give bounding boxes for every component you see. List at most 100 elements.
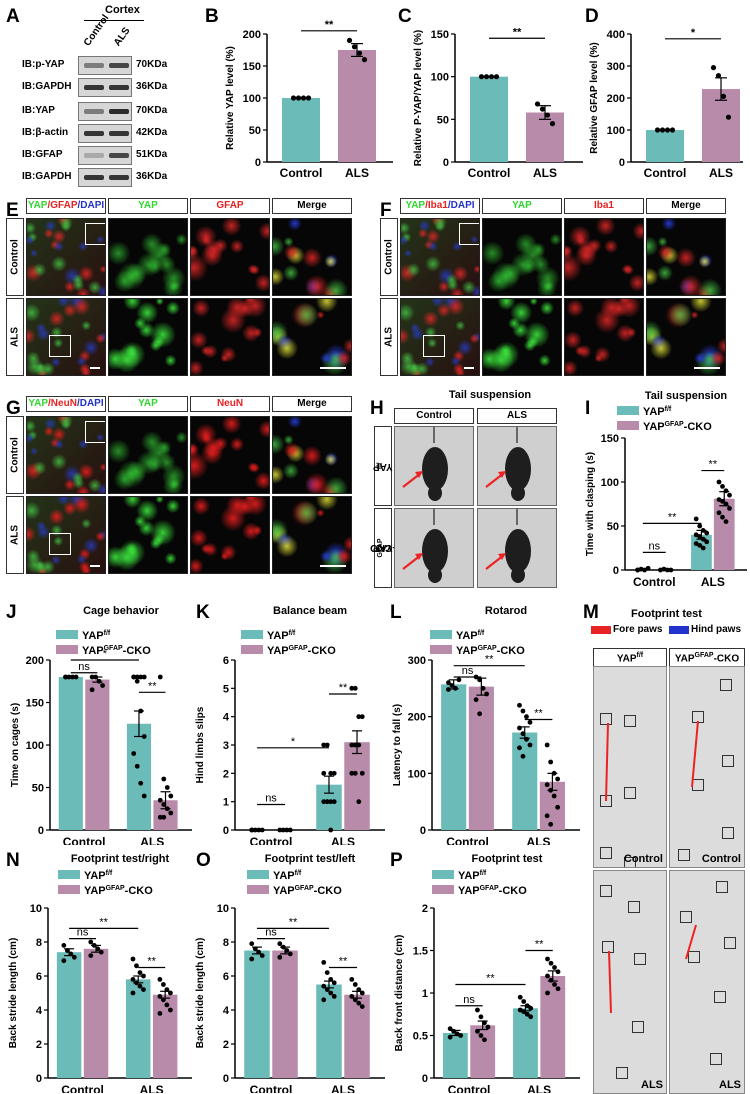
x-tick-label: Control bbox=[633, 575, 676, 589]
channel-image bbox=[108, 416, 188, 494]
data-point bbox=[352, 997, 358, 1003]
scale-bar bbox=[320, 367, 346, 369]
panel-letter-a: A bbox=[6, 6, 20, 27]
bar bbox=[316, 984, 342, 1078]
y-tick-label: 0 bbox=[38, 825, 44, 837]
data-point bbox=[477, 677, 483, 683]
data-point bbox=[524, 1011, 530, 1017]
y-tick-label: 50 bbox=[249, 125, 261, 137]
blot-band bbox=[84, 175, 104, 180]
data-point bbox=[141, 987, 146, 992]
data-point bbox=[359, 990, 365, 996]
y-tick-label: 100 bbox=[26, 740, 44, 752]
bar bbox=[540, 976, 566, 1078]
stride-line bbox=[605, 722, 609, 802]
data-point bbox=[473, 697, 479, 703]
y-tick-label: 150 bbox=[26, 698, 44, 710]
data-point bbox=[164, 785, 170, 790]
data-point bbox=[157, 1011, 163, 1016]
panel-letter-j: J bbox=[6, 602, 17, 623]
paw-print-box bbox=[600, 847, 612, 859]
data-point bbox=[545, 973, 550, 979]
channel-header: GFAP bbox=[190, 198, 270, 214]
data-point bbox=[280, 827, 286, 833]
y-tick-label: 50 bbox=[607, 521, 619, 533]
data-point bbox=[669, 127, 676, 133]
data-point bbox=[545, 990, 550, 996]
data-point bbox=[548, 960, 554, 966]
data-point bbox=[137, 983, 143, 989]
data-point bbox=[93, 674, 99, 680]
bar bbox=[338, 50, 376, 162]
legend-label: YAPGFAP-CKO bbox=[456, 645, 525, 657]
data-point bbox=[478, 74, 485, 80]
stride-line bbox=[685, 924, 697, 960]
row-label-yapff: YAP f/f bbox=[373, 426, 393, 506]
data-point bbox=[328, 977, 334, 982]
significance-label: ** bbox=[289, 916, 298, 928]
data-point bbox=[693, 516, 699, 522]
paw-print-box bbox=[600, 713, 612, 725]
x-tick-label: ALS bbox=[140, 1083, 164, 1093]
row-label: ALS bbox=[6, 496, 24, 574]
y-tick-label: 2 bbox=[422, 903, 428, 915]
data-point bbox=[277, 941, 283, 947]
significance-label: ** bbox=[339, 956, 348, 968]
data-point bbox=[668, 567, 674, 573]
paw-print-box bbox=[624, 857, 636, 867]
overview-image bbox=[26, 416, 106, 494]
data-point bbox=[324, 799, 330, 805]
significance-label: ** bbox=[486, 973, 495, 985]
x-tick-label: Control bbox=[280, 166, 323, 180]
significance-label: ** bbox=[709, 459, 718, 471]
x-tick-label: Control bbox=[63, 835, 106, 845]
data-point bbox=[100, 683, 106, 688]
data-point bbox=[73, 674, 79, 680]
legend-swatch bbox=[241, 645, 263, 654]
channel-header: Merge bbox=[272, 396, 352, 412]
legend-label: YAPf/f bbox=[267, 630, 296, 642]
y-tick-label: 150 bbox=[601, 433, 619, 445]
data-point bbox=[528, 1014, 534, 1020]
data-point bbox=[61, 943, 67, 948]
chart-footprint-distance: Footprint test YAPf/f YAPGFAP-CKO 0 0.5 1 1.5 2… bbox=[394, 853, 580, 1093]
data-point bbox=[517, 725, 522, 731]
footprint-image: ALS bbox=[669, 870, 745, 1094]
scale-bar bbox=[320, 565, 346, 567]
chart-time-with-clasping: Tail suspension YAPf/f YAPGFAP-CKO 0 50 100 15… bbox=[585, 390, 747, 589]
data-point bbox=[520, 731, 526, 737]
significance-label: ** bbox=[325, 19, 334, 31]
data-point bbox=[95, 946, 101, 952]
western-blot-panel: Cortex Control ALS IB:p-YAP 70KDa IB:GAPDH… bbox=[0, 0, 200, 195]
data-point bbox=[356, 714, 362, 720]
bar bbox=[512, 732, 538, 830]
data-point bbox=[138, 674, 144, 680]
panel-letter-e: E bbox=[6, 200, 19, 221]
chart-title: Balance beam bbox=[273, 605, 347, 617]
row-label: ALS bbox=[6, 298, 24, 376]
data-point bbox=[157, 797, 163, 803]
data-point bbox=[555, 804, 561, 810]
y-tick-label: 200 bbox=[408, 712, 426, 724]
data-point bbox=[157, 994, 163, 999]
zoom-region-box bbox=[85, 223, 105, 245]
data-point bbox=[168, 793, 174, 799]
zoom-region-box bbox=[49, 533, 71, 555]
mouse-body-icon bbox=[485, 427, 531, 501]
data-point bbox=[549, 121, 556, 127]
legend-swatch bbox=[432, 870, 454, 879]
chart-pyap-yap-level: 0 50 100 150 Relative P-YAP/YAP level (%) Con… bbox=[413, 26, 583, 180]
mouse-photo bbox=[394, 508, 474, 588]
data-point bbox=[328, 770, 334, 776]
data-point bbox=[284, 827, 290, 833]
channel-image bbox=[190, 298, 270, 376]
data-point bbox=[295, 95, 302, 101]
data-point bbox=[356, 799, 362, 805]
data-point bbox=[545, 956, 550, 962]
y-tick-label: 0.5 bbox=[413, 1031, 428, 1043]
paw-print-box bbox=[720, 679, 732, 691]
blot-band bbox=[109, 85, 129, 90]
blot-kda: 70KDa bbox=[136, 105, 168, 116]
panel-letter-c: C bbox=[398, 6, 412, 27]
blot-row-label: IB:GFAP bbox=[22, 149, 63, 160]
